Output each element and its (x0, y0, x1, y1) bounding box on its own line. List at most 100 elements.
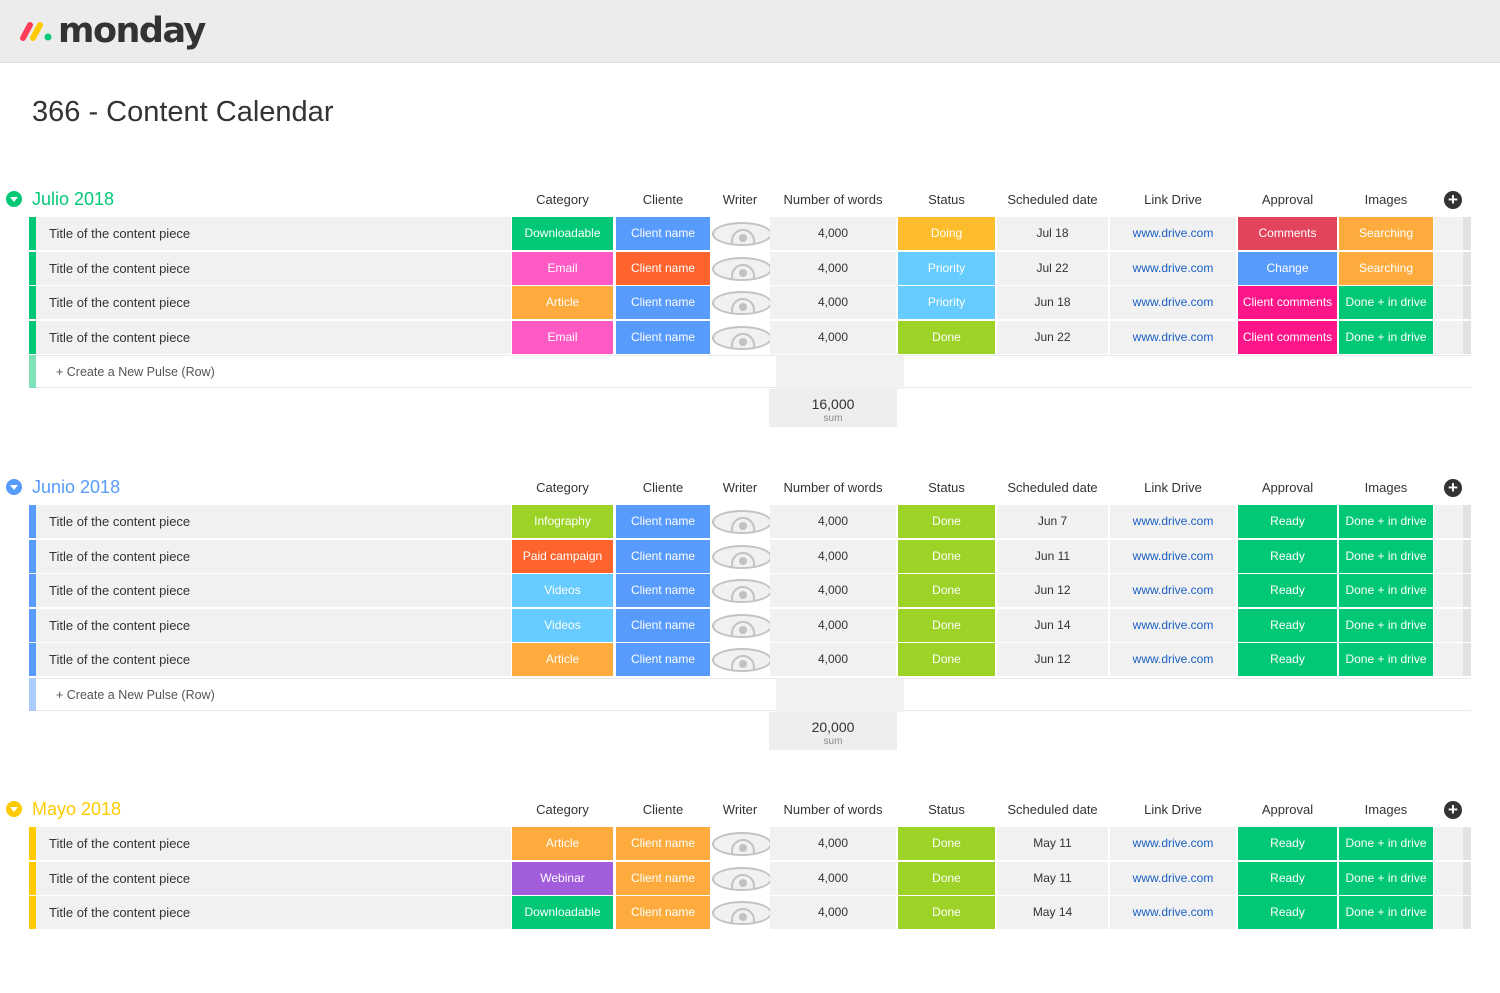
category-cell[interactable]: Email (512, 251, 613, 285)
monday-logo[interactable]: monday (20, 8, 206, 54)
words-cell[interactable]: 4,000 (770, 574, 896, 607)
status-cell[interactable]: Done (898, 539, 995, 573)
table-row[interactable]: Title of the content piece Videos Client n… (29, 608, 1471, 642)
category-cell[interactable]: Videos (512, 608, 613, 642)
table-row[interactable]: Title of the content piece Paid campaign C… (29, 539, 1471, 573)
row-title[interactable]: Title of the content piece (49, 870, 191, 886)
row-title[interactable]: Title of the content piece (49, 583, 191, 598)
row-title-cell[interactable]: Title of the content piece (36, 643, 511, 676)
category-cell[interactable]: Paid campaign (512, 539, 613, 573)
column-header-images[interactable]: Images (1364, 802, 1408, 817)
new-row-cell[interactable]: + Create a New Pulse (Row) (36, 677, 1471, 712)
status-cell[interactable]: Priority (898, 286, 995, 319)
writer-cell[interactable] (712, 579, 772, 603)
link-cell[interactable]: www.drive.com (1110, 320, 1236, 354)
category-cell[interactable]: Videos (512, 574, 613, 607)
words-cell[interactable]: 4,000 (770, 896, 896, 929)
images-cell[interactable]: Done + in drive (1339, 286, 1433, 319)
client-cell[interactable]: Client name (616, 896, 710, 929)
column-header-scheduled-date[interactable]: Scheduled date (1007, 802, 1098, 817)
column-header-writer[interactable]: Writer (722, 802, 758, 817)
collapse-group-icon[interactable] (6, 191, 22, 207)
writer-cell[interactable] (712, 613, 772, 638)
column-header-number-of-words[interactable]: Number of words (783, 802, 883, 817)
images-cell[interactable]: Done + in drive (1339, 608, 1433, 642)
writer-avatar-icon[interactable] (731, 551, 755, 567)
words-cell[interactable]: 4,000 (770, 539, 896, 573)
images-cell[interactable]: Done + in drive (1339, 896, 1433, 929)
approval-cell[interactable]: Comments (1238, 217, 1337, 250)
table-row[interactable]: Title of the content piece Infography Clie… (29, 505, 1471, 538)
approval-cell[interactable]: Ready (1238, 539, 1337, 573)
status-cell[interactable]: Done (898, 861, 995, 895)
images-cell[interactable]: Done + in drive (1339, 861, 1433, 895)
writer-cell[interactable] (712, 648, 772, 672)
column-header-writer[interactable]: Writer (722, 192, 758, 207)
writer-cell[interactable] (712, 544, 772, 569)
approval-cell[interactable]: Client comments (1238, 286, 1337, 319)
writer-cell[interactable] (712, 222, 772, 246)
date-cell[interactable]: Jul 22 (997, 251, 1108, 285)
link-cell[interactable]: www.drive.com (1110, 217, 1236, 250)
status-cell[interactable]: Done (898, 505, 995, 538)
writer-cell[interactable] (712, 256, 772, 281)
column-header-category[interactable]: Category (536, 802, 589, 817)
row-title-cell[interactable]: Title of the content piece (36, 286, 511, 319)
writer-cell[interactable] (712, 901, 772, 925)
words-cell[interactable]: 4,000 (770, 251, 896, 285)
approval-cell[interactable]: Ready (1238, 608, 1337, 642)
date-cell[interactable]: May 11 (997, 861, 1108, 895)
create-new-pulse-row[interactable]: + Create a New Pulse (Row) (29, 355, 1471, 389)
date-cell[interactable]: Jun 18 (997, 286, 1108, 319)
row-title-cell[interactable]: Title of the content piece (36, 574, 511, 607)
group-title[interactable]: Junio 2018 (32, 477, 121, 497)
column-header-approval[interactable]: Approval (1261, 480, 1314, 495)
row-title[interactable]: Title of the content piece (49, 652, 191, 667)
images-cell[interactable]: Done + in drive (1339, 643, 1433, 676)
words-cell[interactable]: 4,000 (770, 643, 896, 676)
images-cell[interactable]: Done + in drive (1339, 827, 1433, 860)
table-row[interactable]: Title of the content piece Downloadable Cl… (29, 217, 1471, 250)
column-header-category[interactable]: Category (536, 480, 589, 495)
row-title-cell[interactable]: Title of the content piece (36, 539, 511, 573)
status-cell[interactable]: Doing (898, 217, 995, 250)
client-cell[interactable]: Client name (616, 574, 710, 607)
client-cell[interactable]: Client name (616, 861, 710, 895)
words-cell[interactable]: 4,000 (770, 217, 896, 250)
writer-avatar-icon[interactable] (731, 586, 755, 601)
words-cell[interactable]: 4,000 (770, 827, 896, 860)
column-header-scheduled-date[interactable]: Scheduled date (1007, 192, 1098, 207)
category-cell[interactable]: Downloadable (512, 896, 613, 929)
approval-cell[interactable]: Ready (1238, 505, 1337, 538)
category-cell[interactable]: Webinar (512, 861, 613, 895)
client-cell[interactable]: Client name (616, 505, 710, 538)
words-cell[interactable]: 4,000 (770, 320, 896, 354)
row-title[interactable]: Title of the content piece (49, 905, 191, 920)
date-cell[interactable]: Jun 11 (997, 539, 1108, 573)
client-cell[interactable]: Client name (616, 286, 710, 319)
images-cell[interactable]: Searching (1339, 217, 1433, 250)
group-title[interactable]: Julio 2018 (32, 189, 115, 209)
table-row[interactable]: Title of the content piece Videos Client n… (29, 574, 1471, 607)
column-header-link-drive[interactable]: Link Drive (1144, 802, 1202, 817)
row-title[interactable]: Title of the content piece (49, 260, 191, 276)
writer-cell[interactable] (712, 866, 772, 891)
writer-cell[interactable] (712, 291, 772, 315)
column-header-images[interactable]: Images (1364, 192, 1408, 207)
add-column-icon[interactable]: + (1444, 479, 1462, 497)
row-title-cell[interactable]: Title of the content piece (36, 896, 511, 929)
images-cell[interactable]: Done + in drive (1339, 574, 1433, 607)
category-cell[interactable]: Article (512, 643, 613, 676)
date-cell[interactable]: Jun 12 (997, 574, 1108, 607)
column-header-cliente[interactable]: Cliente (642, 802, 684, 817)
column-header-cliente[interactable]: Cliente (642, 192, 684, 207)
link-cell[interactable]: www.drive.com (1110, 251, 1236, 285)
table-row[interactable]: Title of the content piece Article Client … (29, 827, 1471, 860)
writer-cell[interactable] (712, 510, 772, 534)
column-header-approval[interactable]: Approval (1261, 192, 1314, 207)
category-cell[interactable]: Article (512, 827, 613, 860)
words-cell[interactable]: 4,000 (770, 608, 896, 642)
date-cell[interactable]: May 11 (997, 827, 1108, 860)
words-cell[interactable]: 4,000 (770, 286, 896, 319)
column-header-category[interactable]: Category (536, 192, 589, 207)
